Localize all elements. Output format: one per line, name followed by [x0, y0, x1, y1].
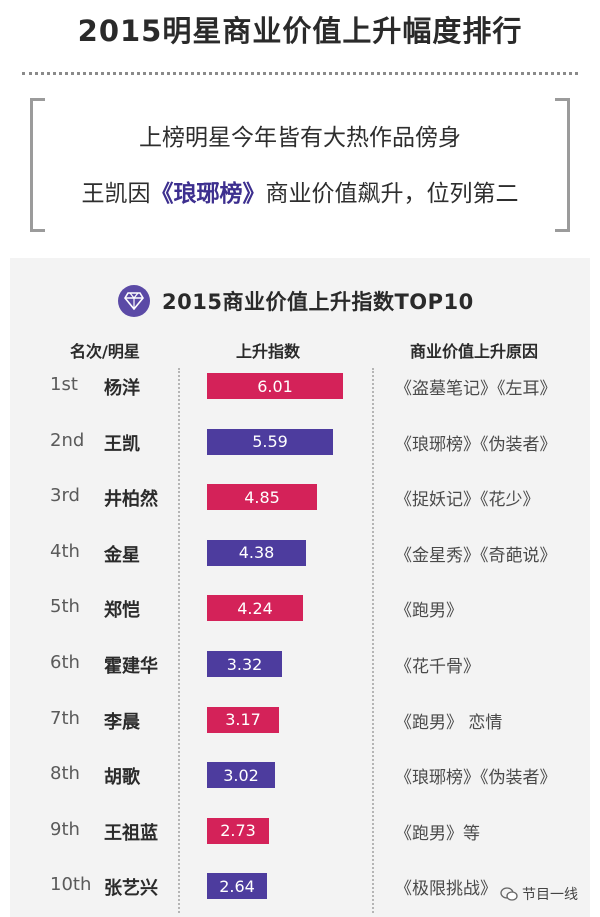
diamond-icon — [118, 285, 150, 317]
bar: 2.73 — [207, 817, 269, 844]
star-name: 王凯 — [104, 433, 140, 455]
footer-badge: 节目一线 — [500, 884, 578, 904]
rank-label: 4th — [50, 540, 80, 562]
reason-text: 《跑男》 恋情 — [395, 712, 503, 733]
bar: 4.85 — [207, 484, 317, 511]
column-header-index: 上升指数 — [236, 342, 301, 361]
quote-line-1: 上榜明星今年皆有大热作品傍身 — [139, 125, 461, 151]
star-name: 李晨 — [104, 711, 140, 733]
bar-value-label: 5.59 — [252, 432, 288, 452]
wechat-icon — [500, 887, 518, 901]
column-divider — [178, 368, 180, 913]
bar: 4.24 — [207, 595, 303, 622]
star-name: 张艺兴 — [104, 878, 158, 900]
rank-label: 10th — [50, 874, 92, 896]
star-name: 王祖蓝 — [104, 822, 158, 844]
rank-label: 6th — [50, 652, 80, 673]
rank-label: 7th — [50, 707, 80, 729]
star-name: 霍建华 — [104, 656, 158, 677]
star-name: 郑恺 — [104, 600, 140, 622]
title-divider — [22, 72, 578, 75]
column-header-reason: 商业价值上升原因 — [410, 342, 539, 361]
quote-line-2: 王凯因《琅琊榜》商业价值飙升，位列第二 — [30, 174, 570, 208]
chart-title: 2015商业价值上升指数TOP10 — [162, 290, 474, 314]
reason-text: 《捉妖记》《花少》 — [395, 490, 540, 511]
quote-line-2-suffix: 商业价值飙升，位列第二 — [265, 181, 519, 207]
rank-label: 1st — [50, 374, 78, 395]
chart-panel — [10, 258, 590, 917]
bar-value-label: 3.32 — [226, 654, 263, 674]
bar-value-label: 6.01 — [257, 376, 293, 396]
bar: 4.38 — [207, 539, 306, 566]
reason-text: 《极限挑战》 — [395, 879, 497, 900]
reason-text: 《花千骨》 — [395, 657, 480, 677]
footer-label: 节目一线 — [522, 887, 578, 903]
bar: 3.17 — [207, 706, 279, 733]
bar-value-label: 4.24 — [237, 598, 273, 618]
bar-value-label: 3.17 — [225, 710, 261, 730]
bar-value-label: 2.64 — [219, 876, 255, 896]
star-name: 胡歌 — [104, 767, 140, 789]
star-name: 井柏然 — [104, 489, 158, 511]
chart-title-row: 2015商业价值上升指数TOP10 — [0, 282, 600, 322]
page-title: 2015明星商业价值上升幅度排行 — [77, 14, 523, 48]
bar-value-label: 2.73 — [220, 821, 256, 841]
quote-highlight: 《琅琊榜》 — [150, 181, 266, 207]
rank-label: 9th — [50, 818, 80, 840]
bar: 2.64 — [207, 873, 267, 900]
reason-text: 《金星秀》《奇葩说》 — [395, 545, 557, 566]
star-name: 杨洋 — [104, 378, 140, 399]
reason-text: 《盗墓笔记》《左耳》 — [395, 379, 557, 399]
quote-line-2-prefix: 王凯因 — [81, 181, 151, 207]
reason-text: 《跑男》 — [395, 601, 463, 622]
reason-text: 《琅琊榜》《伪装者》 — [395, 434, 557, 455]
bar: 6.01 — [207, 373, 343, 399]
bar-value-label: 3.02 — [223, 765, 259, 785]
reason-text: 《琅琊榜》《伪装者》 — [395, 768, 557, 789]
right-bracket — [555, 98, 570, 232]
column-divider — [372, 368, 374, 913]
bar: 3.02 — [207, 762, 275, 789]
rank-label: 8th — [50, 763, 80, 785]
column-header-rank: 名次/明星 — [70, 342, 140, 361]
rank-label: 2nd — [50, 429, 85, 451]
star-name: 金星 — [104, 544, 140, 566]
bar-value-label: 4.38 — [238, 543, 275, 563]
rank-label: 5th — [50, 596, 80, 618]
left-bracket — [30, 98, 45, 232]
quote-box: 上榜明星今年皆有大热作品傍身 王凯因《琅琊榜》商业价值飙升，位列第二 — [30, 98, 570, 232]
bar: 5.59 — [207, 428, 333, 455]
bar: 3.32 — [207, 651, 282, 677]
reason-text: 《跑男》等 — [395, 823, 480, 844]
rank-label: 3rd — [50, 485, 80, 507]
bar-value-label: 4.85 — [244, 487, 280, 507]
